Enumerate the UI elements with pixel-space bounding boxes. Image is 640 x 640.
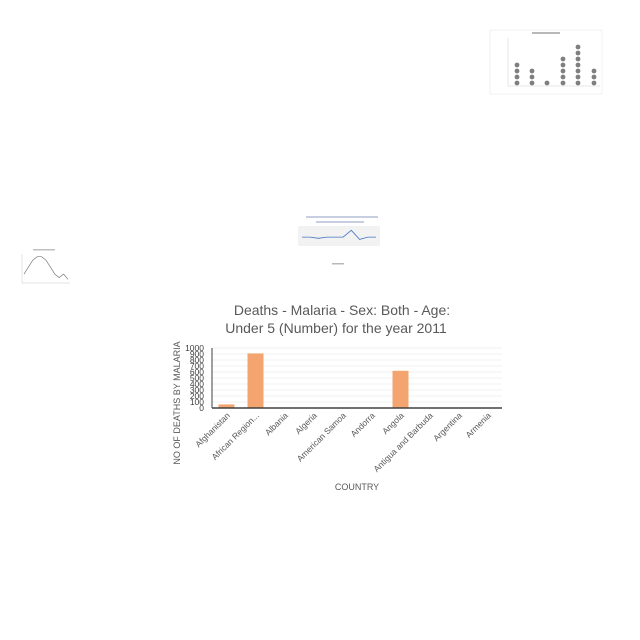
thumbnail-dot — [514, 80, 520, 86]
y-tick-label: 200 — [190, 391, 204, 401]
thumbnail-dot — [529, 74, 535, 80]
thumbnail-dot — [529, 80, 535, 86]
thumbnail-dot — [560, 62, 566, 68]
y-tick-label: 600 — [190, 367, 204, 377]
thumbnail-dot — [560, 68, 566, 74]
y-tick-label: 700 — [190, 361, 204, 371]
x-tick-label: Algeria — [293, 410, 319, 436]
thumbnail-dot — [575, 68, 581, 74]
x-tick-label: Angola — [380, 410, 406, 436]
thumbnail-dot — [514, 68, 520, 74]
thumbnail-dot — [514, 74, 520, 80]
x-tick-label: Albania — [263, 410, 290, 437]
thumbnail-dot — [560, 74, 566, 80]
thumbnail-xlabel-mark — [332, 263, 344, 265]
thumbnail-dot — [591, 80, 597, 86]
thumbnail-dot — [575, 44, 581, 50]
x-tick-label: Andorra — [348, 410, 377, 439]
bar — [247, 353, 264, 408]
thumbnail-line-chart-left — [21, 249, 70, 284]
thumbnail-dot — [575, 50, 581, 56]
bar — [392, 370, 409, 408]
y-tick-label: 300 — [190, 385, 204, 395]
y-tick-label: 1000 — [185, 343, 204, 353]
thumbnail-dot — [529, 68, 535, 74]
y-tick-label: 500 — [190, 373, 204, 383]
thumbnail-dot — [575, 74, 581, 80]
thumbnail-title-mark — [306, 216, 378, 218]
thumbnail-dot — [575, 80, 581, 86]
y-tick-label: 100 — [190, 397, 204, 407]
thumbnail-dot — [544, 80, 550, 86]
y-axis-label: NO OF DEATHS BY MALARIA — [172, 341, 182, 464]
thumbnail-dot — [560, 56, 566, 62]
thumbnail-plot-area — [298, 226, 380, 246]
thumbnail-dot — [575, 62, 581, 68]
thumbnail-dot-plot — [489, 29, 603, 95]
y-tick-label: 900 — [190, 349, 204, 359]
bars — [218, 353, 409, 408]
chart-title-line2: Under 5 (Number) for the year 2011 — [225, 320, 447, 336]
y-tick-label: 0 — [199, 403, 204, 413]
y-tick-label: 800 — [190, 355, 204, 365]
main-bar-chart: Deaths - Malaria - Sex: Both - Age: Unde… — [172, 302, 502, 492]
bar — [218, 404, 235, 408]
thumbnail-title-mark-2 — [316, 221, 364, 223]
y-tick-label: 400 — [190, 379, 204, 389]
thumbnail-title-mark — [532, 32, 560, 34]
thumbnail-dot — [575, 56, 581, 62]
chart-title-line1: Deaths - Malaria - Sex: Both - Age: — [234, 302, 450, 318]
thumbnail-dot — [591, 74, 597, 80]
thumbnail-dot — [514, 62, 520, 68]
thumbnail-line-chart-center — [298, 216, 380, 265]
thumbnail-dot — [560, 80, 566, 86]
x-tick-label: Armenia — [463, 410, 493, 440]
thumbnail-series-line — [302, 229, 376, 240]
thumbnail-series-line — [23, 256, 69, 280]
thumbnail-dot — [591, 68, 597, 74]
x-axis-label: COUNTRY — [335, 482, 379, 492]
x-tick-label: Argentina — [431, 410, 464, 443]
thumbnail-dots — [514, 44, 597, 86]
thumbnail-title-mark — [33, 249, 55, 251]
